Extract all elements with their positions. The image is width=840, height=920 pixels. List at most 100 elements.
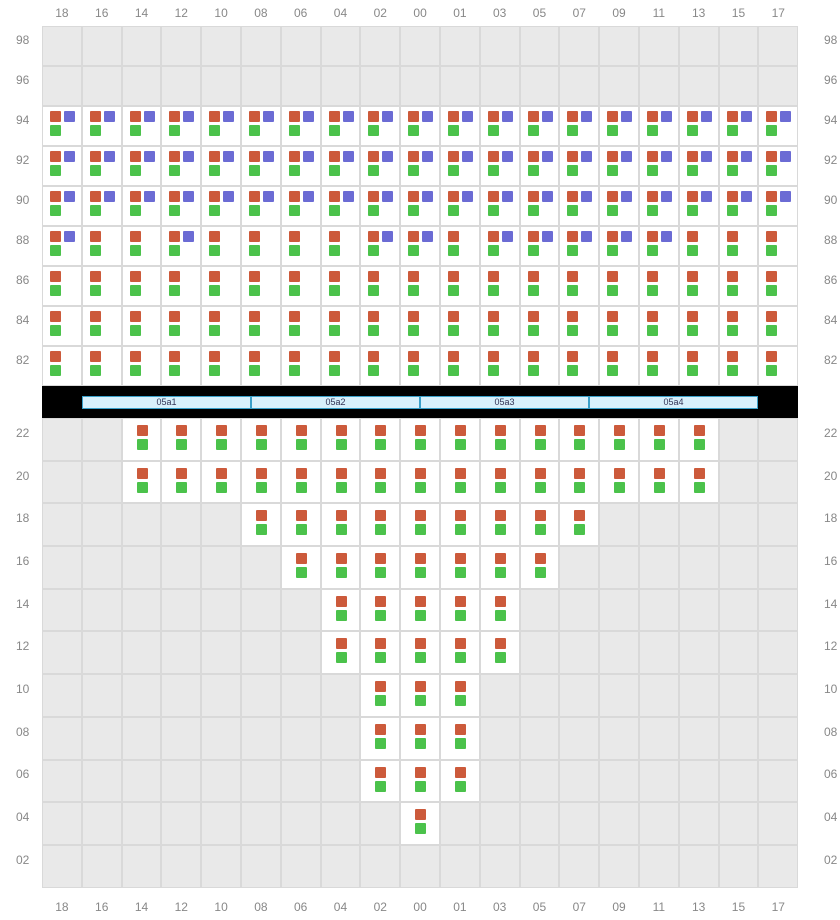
marker-green <box>169 205 180 216</box>
grid-cell <box>321 106 361 146</box>
marker-green <box>448 245 459 256</box>
marker-green <box>130 325 141 336</box>
grid-cell <box>599 503 639 546</box>
marker-red <box>495 638 506 649</box>
marker-green <box>249 125 260 136</box>
marker-green <box>607 205 618 216</box>
grid-cell <box>321 845 361 888</box>
marker-red <box>415 681 426 692</box>
marker-red <box>448 111 459 122</box>
marker-red <box>647 351 658 362</box>
divider-segment[interactable]: 05a2 <box>251 396 420 409</box>
marker-green <box>495 652 506 663</box>
marker-green <box>336 652 347 663</box>
marker-blue <box>502 231 513 242</box>
marker-blue <box>64 191 75 202</box>
marker-green <box>329 125 340 136</box>
marker-red <box>535 425 546 436</box>
marker-green <box>329 165 340 176</box>
marker-red <box>289 231 300 242</box>
grid-cell <box>679 266 719 306</box>
marker-blue <box>303 111 314 122</box>
divider-segment[interactable]: 05a1 <box>82 396 251 409</box>
grid-cell <box>281 589 321 632</box>
divider-segment[interactable]: 05a3 <box>420 396 589 409</box>
grid-cell <box>161 418 201 461</box>
grid-cell <box>42 346 82 386</box>
col-label: 14 <box>122 6 162 20</box>
marker-green <box>375 695 386 706</box>
marker-blue <box>263 151 274 162</box>
grid-cell <box>201 845 241 888</box>
marker-red <box>130 311 141 322</box>
rack-layout-diagram: 18161412100806040200010305070911131517 9… <box>0 0 840 920</box>
grid-cell <box>559 146 599 186</box>
marker-green <box>256 439 267 450</box>
grid-cell <box>321 266 361 306</box>
grid-cell <box>42 186 82 226</box>
grid-cell <box>679 760 719 803</box>
marker-green <box>249 205 260 216</box>
marker-blue <box>183 191 194 202</box>
grid-cell <box>679 631 719 674</box>
col-label: 00 <box>400 900 440 914</box>
grid-cell <box>400 418 440 461</box>
marker-blue <box>780 151 791 162</box>
marker-blue <box>422 111 433 122</box>
row-label: 16 <box>16 560 29 561</box>
grid-cell <box>679 186 719 226</box>
marker-blue <box>581 151 592 162</box>
grid-cell <box>599 760 639 803</box>
marker-red <box>209 311 220 322</box>
marker-green <box>415 781 426 792</box>
marker-red <box>289 271 300 282</box>
marker-green <box>727 245 738 256</box>
marker-green <box>415 738 426 749</box>
marker-green <box>289 165 300 176</box>
divider-segment[interactable]: 05a4 <box>589 396 758 409</box>
grid-cell <box>400 503 440 546</box>
marker-red <box>766 351 777 362</box>
row-label: 90 <box>16 199 29 200</box>
marker-red <box>727 151 738 162</box>
grid-cell <box>321 589 361 632</box>
marker-red <box>647 191 658 202</box>
marker-green <box>296 567 307 578</box>
grid-cell <box>520 802 560 845</box>
marker-green <box>90 165 101 176</box>
marker-green <box>654 439 665 450</box>
marker-red <box>169 311 180 322</box>
grid-cell <box>599 461 639 504</box>
grid-cell <box>480 66 520 106</box>
marker-red <box>90 351 101 362</box>
grid-cell <box>559 717 599 760</box>
grid-cell <box>161 346 201 386</box>
grid-cell <box>520 674 560 717</box>
marker-green <box>249 365 260 376</box>
grid-cell <box>520 66 560 106</box>
grid-cell <box>440 106 480 146</box>
grid-cell <box>639 461 679 504</box>
marker-green <box>528 325 539 336</box>
grid-cell <box>599 106 639 146</box>
col-label: 16 <box>82 6 122 20</box>
marker-red <box>130 151 141 162</box>
marker-blue <box>144 111 155 122</box>
grid-cell <box>42 845 82 888</box>
grid-cell <box>480 146 520 186</box>
marker-green <box>130 205 141 216</box>
marker-red <box>90 191 101 202</box>
marker-red <box>727 271 738 282</box>
marker-red <box>169 351 180 362</box>
marker-green <box>249 245 260 256</box>
marker-green <box>687 205 698 216</box>
grid-cell <box>639 146 679 186</box>
marker-red <box>249 151 260 162</box>
grid-cell <box>440 418 480 461</box>
marker-green <box>90 365 101 376</box>
marker-green <box>727 285 738 296</box>
marker-red <box>415 510 426 521</box>
marker-green <box>209 365 220 376</box>
marker-blue <box>581 231 592 242</box>
grid-cell <box>639 845 679 888</box>
